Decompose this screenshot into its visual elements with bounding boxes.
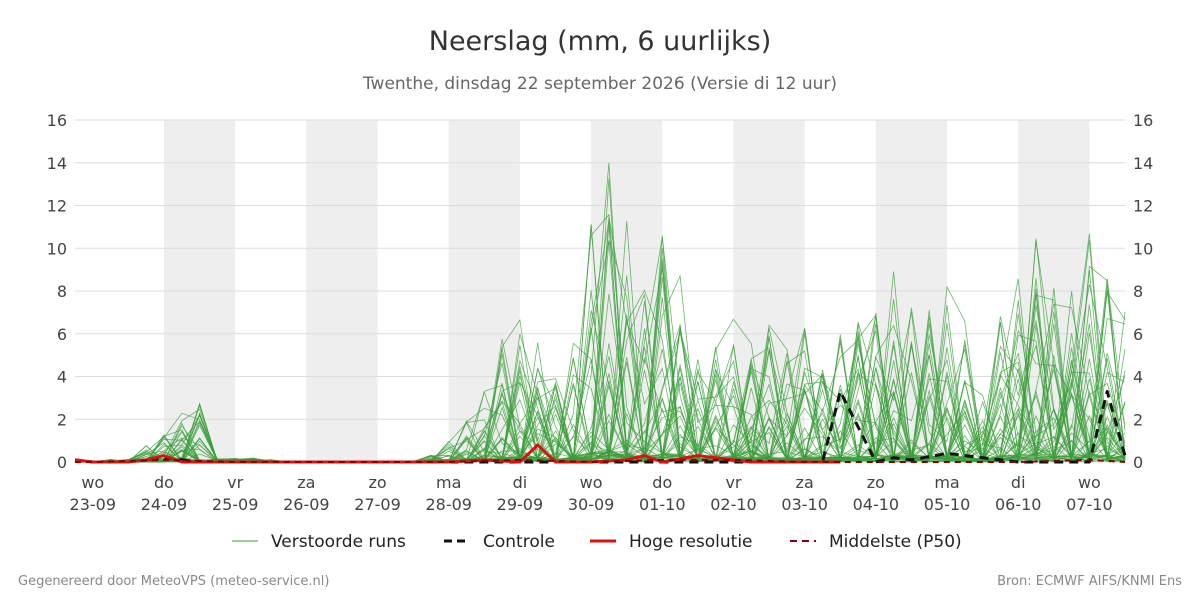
y-axis-left: 0 2 4 6 8 10 12 14 16: [47, 111, 67, 472]
y-tick-right-4: 4: [1133, 368, 1143, 387]
y-tick-left-8: 8: [57, 282, 67, 301]
x-tick-day-4: zo: [368, 473, 386, 492]
x-tick-date-0: 23-09: [70, 495, 117, 514]
chart-subtitle: Twenthe, dinsdag 22 september 2026 (Vers…: [362, 74, 837, 94]
x-tick-date-5: 28-09: [425, 495, 472, 514]
y-tick-left-10: 10: [47, 239, 67, 258]
x-tick-day-10: za: [796, 473, 814, 492]
y-tick-left-2: 2: [57, 410, 67, 429]
y-tick-right-6: 6: [1133, 325, 1143, 344]
series-median: [75, 458, 1126, 463]
y-tick-right-10: 10: [1133, 239, 1153, 258]
legend-item-median[interactable]: Middelste (P50): [790, 532, 962, 552]
x-tick-day-7: wo: [580, 473, 603, 492]
x-tick-date-12: 05-10: [924, 495, 971, 514]
y-tick-right-14: 14: [1133, 154, 1153, 173]
x-tick-date-8: 01-10: [639, 495, 686, 514]
x-axis: wo 23-09 do 24-09 vr 25-09 za 26-09 zo 27-09 ma 28-…: [70, 473, 1113, 514]
footer-generated-by: Gegenereerd door MeteoVPS (meteo-service…: [18, 574, 329, 589]
y-tick-left-12: 12: [47, 197, 67, 216]
ensemble-run-33: [74, 304, 1126, 463]
x-tick-date-6: 29-09: [497, 495, 544, 514]
legend-item-ensemble[interactable]: Verstoorde runs: [232, 532, 406, 552]
y-tick-left-4: 4: [57, 368, 67, 387]
y-tick-left-16: 16: [47, 111, 67, 130]
x-tick-date-2: 25-09: [212, 495, 259, 514]
x-tick-date-7: 30-09: [568, 495, 615, 514]
chart-title: Neerslag (mm, 6 uurlijks): [429, 26, 771, 57]
x-tick-date-10: 03-10: [781, 495, 828, 514]
x-tick-day-0: wo: [81, 473, 104, 492]
legend-label-median: Middelste (P50): [829, 532, 962, 552]
legend-label-control: Controle: [483, 532, 555, 552]
x-tick-date-11: 04-10: [853, 495, 900, 514]
x-tick-day-13: di: [1011, 473, 1026, 492]
footer-source: Bron: ECMWF AIFS/KNMI Ens: [997, 574, 1182, 589]
x-tick-day-5: ma: [436, 473, 461, 492]
legend: Verstoorde runs Controle Hoge resolutie …: [232, 532, 962, 552]
main-series: [74, 390, 1127, 464]
x-tick-day-8: do: [652, 473, 672, 492]
x-tick-day-14: wo: [1078, 473, 1101, 492]
y-tick-left-14: 14: [47, 154, 67, 173]
x-tick-date-3: 26-09: [283, 495, 330, 514]
legend-label-ensemble: Verstoorde runs: [271, 532, 406, 552]
x-tick-day-12: ma: [934, 473, 959, 492]
y-tick-right-12: 12: [1133, 197, 1153, 216]
x-tick-day-9: vr: [725, 473, 741, 492]
y-tick-left-0: 0: [57, 453, 67, 472]
x-tick-day-1: do: [154, 473, 174, 492]
ensemble-run-48: [74, 290, 1126, 463]
series-highres: [74, 443, 841, 464]
x-tick-day-3: za: [297, 473, 315, 492]
x-tick-date-4: 27-09: [354, 495, 401, 514]
y-tick-right-8: 8: [1133, 282, 1143, 301]
x-tick-date-13: 06-10: [995, 495, 1042, 514]
y-tick-right-2: 2: [1133, 410, 1143, 429]
x-tick-day-11: zo: [867, 473, 885, 492]
x-tick-day-6: di: [513, 473, 528, 492]
x-tick-day-2: vr: [227, 473, 243, 492]
y-tick-left-6: 6: [57, 325, 67, 344]
ensemble-run-46: [74, 274, 1126, 463]
legend-item-control[interactable]: Controle: [444, 532, 555, 552]
x-tick-date-14: 07-10: [1066, 495, 1113, 514]
x-tick-date-9: 02-10: [710, 495, 757, 514]
x-tick-date-1: 24-09: [141, 495, 188, 514]
legend-item-highres[interactable]: Hoge resolutie: [590, 532, 753, 552]
y-axis-right: 0 2 4 6 8 10 12 14 16: [1133, 111, 1153, 472]
y-tick-right-16: 16: [1133, 111, 1153, 130]
y-tick-right-0: 0: [1133, 453, 1143, 472]
legend-label-highres: Hoge resolutie: [629, 532, 753, 552]
